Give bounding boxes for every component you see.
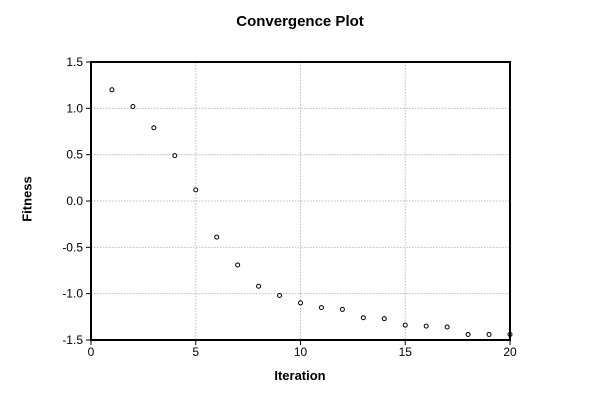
x-tick-label: 0 <box>88 345 95 359</box>
data-point-marker <box>109 87 115 93</box>
y-tick-label: -1.0 <box>62 287 83 301</box>
y-tick-label: -1.5 <box>62 333 83 347</box>
data-point-marker <box>423 323 429 329</box>
y-tick-label: -0.5 <box>62 240 83 254</box>
y-tick-label: 1.5 <box>66 55 83 69</box>
data-point-marker <box>277 293 283 299</box>
y-axis-label: Fitness <box>19 176 35 222</box>
x-tick-label: 10 <box>294 345 308 359</box>
data-point-marker <box>130 103 136 109</box>
y-tick-label: 0.0 <box>66 194 83 208</box>
y-tick-label: 1.0 <box>66 101 83 115</box>
data-point-marker <box>402 322 408 328</box>
data-point-marker <box>444 324 450 330</box>
data-point-marker <box>360 315 366 321</box>
data-point-marker <box>172 153 178 159</box>
data-point-marker <box>235 262 241 268</box>
data-point-marker <box>318 305 324 311</box>
x-tick-label: 5 <box>192 345 199 359</box>
x-axis-label: Iteration <box>274 368 326 383</box>
chart-title: Convergence Plot <box>236 13 364 30</box>
data-point-marker <box>193 187 199 193</box>
data-point-marker <box>214 234 220 240</box>
x-tick-label: 15 <box>399 345 413 359</box>
y-tick-label: 0.5 <box>66 148 83 162</box>
data-point-marker <box>256 283 262 289</box>
data-point-marker <box>298 300 303 306</box>
data-point-marker <box>486 331 492 337</box>
axis-box <box>90 61 511 341</box>
data-point-marker <box>381 316 387 322</box>
data-point-marker <box>465 331 471 337</box>
data-point-marker <box>339 306 345 312</box>
data-point-marker <box>151 125 157 131</box>
x-tick-label: 20 <box>503 345 517 359</box>
